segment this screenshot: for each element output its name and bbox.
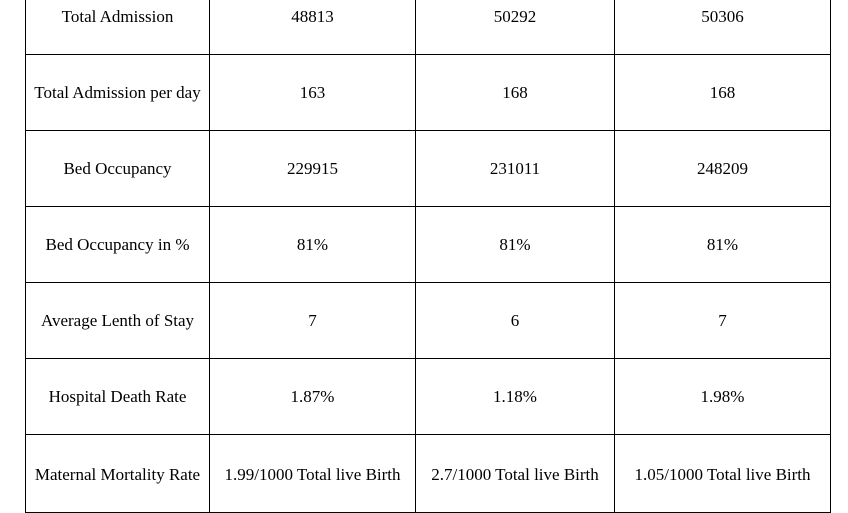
row-label: Total Admission — [25, 0, 210, 55]
table-cell: 50306 — [614, 0, 831, 55]
table-cell: 1.05/1000 Total live Birth — [614, 434, 831, 513]
table-row-maternal-mortality-rate: Maternal Mortality Rate 1.99/1000 Total … — [25, 434, 831, 513]
row-label: Bed Occupancy in % — [25, 206, 210, 283]
table-cell: 163 — [209, 54, 416, 131]
table-cell: 1.18% — [415, 358, 615, 435]
table-cell: 1.99/1000 Total live Birth — [209, 434, 416, 513]
table-row-total-admission: Total Admission 48813 50292 50306 — [25, 0, 831, 55]
statistics-table-container: Total Admission 48813 50292 50306 Total … — [25, 0, 831, 513]
table-cell: 50292 — [415, 0, 615, 55]
row-label: Average Lenth of Stay — [25, 282, 210, 359]
table-cell: 7 — [614, 282, 831, 359]
table-cell: 168 — [614, 54, 831, 131]
table-cell: 1.87% — [209, 358, 416, 435]
table-row-total-admission-per-day: Total Admission per day 163 168 168 — [25, 54, 831, 131]
hospital-statistics-table: Total Admission 48813 50292 50306 Total … — [25, 0, 831, 513]
table-row-hospital-death-rate: Hospital Death Rate 1.87% 1.18% 1.98% — [25, 358, 831, 435]
table-cell: 168 — [415, 54, 615, 131]
table-cell: 6 — [415, 282, 615, 359]
table-cell: 2.7/1000 Total live Birth — [415, 434, 615, 513]
table-cell: 81% — [415, 206, 615, 283]
table-cell: 229915 — [209, 130, 416, 207]
table-cell: 1.98% — [614, 358, 831, 435]
table-row-average-length-of-stay: Average Lenth of Stay 7 6 7 — [25, 282, 831, 359]
table-cell: 248209 — [614, 130, 831, 207]
row-label: Bed Occupancy — [25, 130, 210, 207]
table-cell: 81% — [614, 206, 831, 283]
row-label: Hospital Death Rate — [25, 358, 210, 435]
row-label: Maternal Mortality Rate — [25, 434, 210, 513]
table-row-bed-occupancy: Bed Occupancy 229915 231011 248209 — [25, 130, 831, 207]
table-cell: 81% — [209, 206, 416, 283]
table-cell: 231011 — [415, 130, 615, 207]
table-cell: 48813 — [209, 0, 416, 55]
table-cell: 7 — [209, 282, 416, 359]
table-row-bed-occupancy-percent: Bed Occupancy in % 81% 81% 81% — [25, 206, 831, 283]
row-label: Total Admission per day — [25, 54, 210, 131]
